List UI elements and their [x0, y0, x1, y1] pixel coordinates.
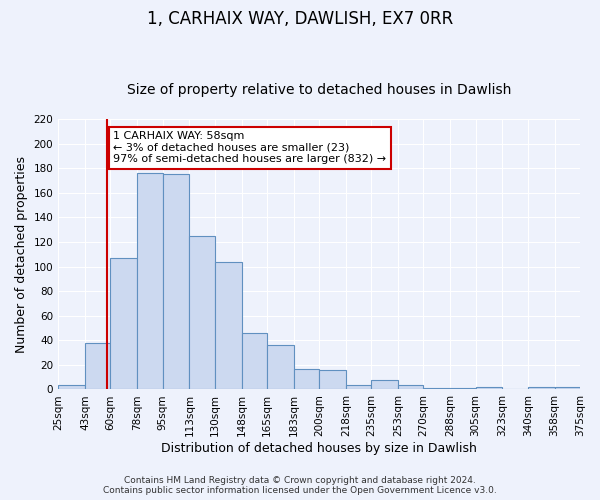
- X-axis label: Distribution of detached houses by size in Dawlish: Distribution of detached houses by size …: [161, 442, 477, 455]
- Text: 1 CARHAIX WAY: 58sqm
← 3% of detached houses are smaller (23)
97% of semi-detach: 1 CARHAIX WAY: 58sqm ← 3% of detached ho…: [113, 132, 386, 164]
- Text: Contains HM Land Registry data © Crown copyright and database right 2024.
Contai: Contains HM Land Registry data © Crown c…: [103, 476, 497, 495]
- Bar: [110, 258, 137, 390]
- Bar: [85, 342, 110, 390]
- Bar: [398, 384, 424, 390]
- Bar: [58, 384, 85, 390]
- Bar: [554, 387, 580, 390]
- Y-axis label: Number of detached properties: Number of detached properties: [15, 156, 28, 352]
- Bar: [528, 387, 554, 390]
- Bar: [450, 388, 476, 390]
- Bar: [294, 368, 319, 390]
- Text: 1, CARHAIX WAY, DAWLISH, EX7 0RR: 1, CARHAIX WAY, DAWLISH, EX7 0RR: [147, 10, 453, 28]
- Bar: [137, 173, 163, 390]
- Bar: [163, 174, 190, 390]
- Bar: [424, 388, 450, 390]
- Bar: [476, 387, 502, 390]
- Bar: [319, 370, 346, 390]
- Bar: [346, 384, 371, 390]
- Bar: [242, 333, 267, 390]
- Bar: [215, 262, 242, 390]
- Bar: [267, 345, 294, 390]
- Title: Size of property relative to detached houses in Dawlish: Size of property relative to detached ho…: [127, 83, 511, 97]
- Bar: [190, 236, 215, 390]
- Bar: [371, 380, 398, 390]
